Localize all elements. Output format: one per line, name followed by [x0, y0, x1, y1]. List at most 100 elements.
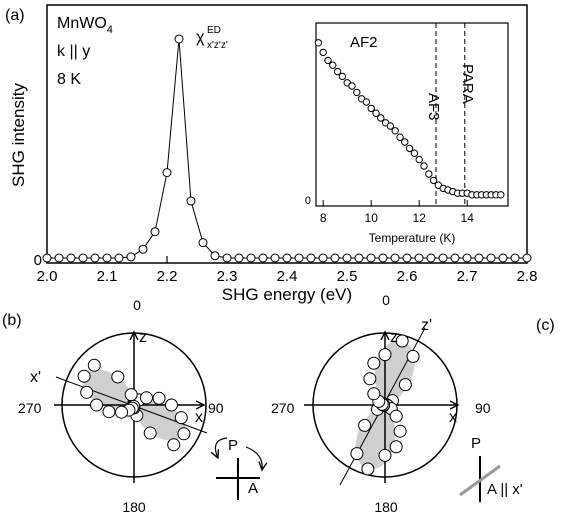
- data-point: [497, 191, 505, 199]
- data-point: [372, 109, 380, 117]
- data-point: [396, 133, 404, 141]
- polar-c-angle-0: 0: [382, 292, 390, 308]
- main-x-tick-label: 2.2: [157, 268, 178, 285]
- main-y-tick-label: 0: [34, 252, 42, 269]
- data-point: [42, 253, 52, 263]
- material-label: MnWO4: [57, 15, 113, 36]
- data-point: [87, 358, 101, 372]
- data-point: [361, 462, 375, 476]
- data-point: [353, 88, 361, 97]
- data-point: [462, 253, 472, 263]
- data-point: [438, 253, 448, 263]
- data-point: [390, 253, 400, 263]
- data-point: [402, 253, 412, 263]
- phase-label-af2: AF2: [350, 34, 378, 51]
- phase-label-para: PARA: [459, 64, 476, 104]
- panel-label-a: (a): [5, 7, 25, 24]
- data-point: [324, 56, 332, 65]
- polar-c-label-x: x: [449, 409, 457, 426]
- inset-x-tick-label: 10: [365, 211, 379, 225]
- data-point: [389, 409, 403, 423]
- polar-b-points: [77, 358, 191, 452]
- chi-label: χ: [196, 29, 205, 46]
- data-point: [395, 334, 409, 348]
- data-point: [186, 196, 196, 206]
- data-point: [150, 227, 160, 237]
- data-point: [246, 253, 256, 263]
- data-point: [378, 253, 388, 263]
- k-direction-label: k || y: [57, 43, 90, 60]
- label-p-b: P: [228, 437, 238, 454]
- data-point: [333, 67, 342, 76]
- panel-label-c: (c): [536, 317, 555, 334]
- data-point: [378, 448, 392, 462]
- inset-frame: [315, 22, 509, 207]
- data-point: [358, 418, 372, 432]
- data-point: [294, 253, 304, 263]
- data-point: [139, 391, 153, 405]
- data-point: [378, 348, 392, 362]
- polar-b-angle-180: 180: [122, 499, 146, 515]
- data-point: [405, 144, 414, 153]
- inset-x-axis-label: Temperature (K): [369, 231, 456, 245]
- inset-x-tick-label: 12: [413, 211, 427, 225]
- data-point: [143, 426, 157, 440]
- polar-b-label-x: x: [195, 409, 203, 426]
- data-point: [510, 253, 520, 263]
- data-point: [342, 253, 352, 263]
- inset-series-points: [314, 39, 505, 199]
- data-point: [114, 253, 124, 263]
- polar-plot-b: 0 90 180 270 z x x': [18, 297, 224, 515]
- data-point: [90, 398, 104, 412]
- main-x-tick-label: 2.3: [217, 268, 238, 285]
- data-point: [425, 170, 433, 178]
- polar-c-angle-90: 90: [475, 400, 491, 416]
- data-point: [270, 253, 280, 263]
- data-point: [420, 162, 428, 170]
- data-point: [234, 253, 244, 263]
- data-point: [429, 176, 438, 185]
- chi-superscript: ED: [207, 25, 221, 36]
- data-point: [164, 398, 178, 412]
- polar-c-label-z: z: [390, 329, 398, 346]
- data-point: [377, 114, 385, 122]
- arrow-icon: [245, 446, 262, 470]
- data-point: [386, 122, 395, 130]
- data-point: [354, 253, 364, 263]
- polar-b-angle-270: 270: [18, 400, 42, 416]
- data-point: [80, 385, 94, 399]
- inset-y-tick-label: 0: [305, 195, 311, 207]
- data-point: [367, 104, 375, 113]
- data-point: [498, 253, 508, 263]
- data-point: [522, 253, 532, 263]
- label-a-b: A: [248, 480, 258, 497]
- data-point: [415, 155, 423, 164]
- data-point: [111, 370, 125, 384]
- polar-b-angle-0: 0: [133, 297, 141, 313]
- data-point: [329, 61, 337, 69]
- label-a-c: A || x': [487, 481, 523, 498]
- data-point: [350, 447, 364, 461]
- data-point: [102, 405, 116, 419]
- inset-x-tick-label: 8: [320, 211, 327, 225]
- data-point: [367, 356, 381, 370]
- data-point: [393, 424, 407, 438]
- data-point: [306, 253, 316, 263]
- inset-x-ticks: 8 10 12 14: [320, 200, 474, 225]
- polar-plot-c: 0 90 180 270 z z' x: [271, 292, 491, 515]
- data-point: [366, 253, 376, 263]
- data-point: [198, 238, 208, 248]
- data-point: [410, 149, 419, 157]
- data-point: [177, 427, 191, 441]
- polar-b-angle-90: 90: [208, 400, 224, 416]
- data-point: [174, 411, 188, 425]
- inset-x-tick-label: 14: [461, 211, 475, 225]
- data-point: [414, 253, 424, 263]
- main-x-axis-label: SHG energy (eV): [222, 285, 352, 304]
- data-point: [90, 253, 100, 263]
- data-point: [162, 168, 172, 178]
- main-y-axis-label: SHG intensity: [9, 83, 28, 187]
- polar-c-points: [350, 334, 420, 476]
- main-x-tick-label: 2.8: [517, 268, 538, 285]
